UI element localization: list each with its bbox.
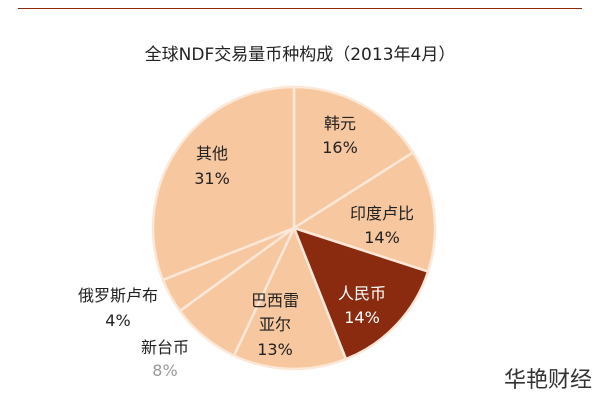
slice-value-label: 8% bbox=[152, 361, 178, 380]
watermark: 华艳财经 bbox=[503, 368, 592, 393]
slice-value-label: 4% bbox=[105, 311, 131, 330]
pie-slice bbox=[151, 85, 296, 282]
slice-value-label: 14% bbox=[364, 228, 400, 247]
pie-slice bbox=[291, 225, 430, 361]
slice-label: 韩元 bbox=[323, 114, 356, 133]
slice-label: 印度卢比 bbox=[349, 204, 414, 223]
slice-label: 俄罗斯卢布 bbox=[77, 286, 158, 305]
chart-title: 全球NDF交易量币种构成（2013年4月） bbox=[144, 45, 456, 65]
slice-value-label: 14% bbox=[344, 308, 380, 327]
slice-label: 巴西雷亚尔 bbox=[250, 291, 299, 334]
slice-label: 其他 bbox=[195, 144, 228, 163]
header-rule bbox=[18, 8, 582, 9]
slice-label: 人民币 bbox=[337, 284, 386, 303]
pie-slice bbox=[232, 224, 348, 371]
slice-value-label: 13% bbox=[257, 340, 293, 359]
slice-label: 新台币 bbox=[140, 338, 189, 357]
slice-value-label: 31% bbox=[194, 169, 230, 188]
pie-slice bbox=[292, 85, 415, 231]
pie-slice bbox=[291, 150, 437, 274]
slice-value-label: 16% bbox=[322, 138, 358, 157]
